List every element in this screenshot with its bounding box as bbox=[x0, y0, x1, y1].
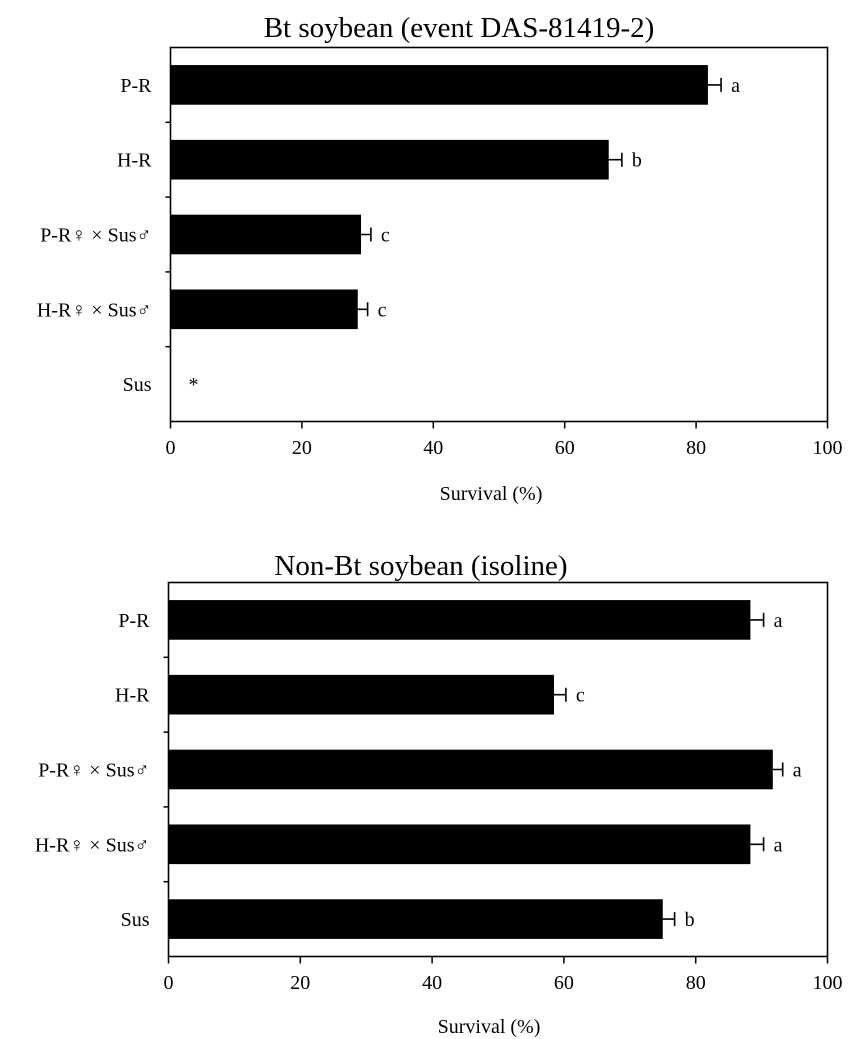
chart-title: Bt soybean (event DAS-81419-2) bbox=[264, 12, 655, 44]
significance-letter: c bbox=[576, 685, 585, 707]
significance-letter: * bbox=[189, 374, 199, 396]
bar bbox=[168, 749, 773, 790]
error-bar bbox=[554, 687, 567, 702]
bar bbox=[168, 899, 663, 939]
x-axis-label: Survival (%) bbox=[438, 1016, 541, 1038]
significance-letter: a bbox=[774, 610, 783, 632]
bar bbox=[170, 65, 708, 105]
chart-marks: 0 20 40 60 80 100 P-R a H-R c P-R♀ × Sus♂ a H-R♀ × S… bbox=[35, 600, 843, 994]
x-tick-label: 20 bbox=[290, 972, 310, 994]
significance-letter: a bbox=[731, 75, 740, 97]
y-tick-label: H-R bbox=[115, 685, 150, 707]
chart-title: Non-Bt soybean (isoline) bbox=[274, 550, 567, 582]
bar bbox=[170, 139, 609, 180]
error-bar bbox=[361, 227, 372, 242]
y-tick-label: H-R♀ × Sus♂ bbox=[35, 834, 150, 856]
significance-letter: b bbox=[632, 150, 642, 172]
bar bbox=[168, 824, 751, 865]
x-tick-label: 60 bbox=[555, 437, 575, 459]
chart-panel-bt: Bt soybean (event DAS-81419-2) 0 20 40 60 80… bbox=[37, 12, 843, 505]
y-tick-label: P-R bbox=[120, 75, 152, 97]
bar bbox=[168, 674, 555, 715]
y-tick-label: P-R♀ × Sus♂ bbox=[40, 225, 151, 247]
y-tick-label: Sus bbox=[121, 909, 150, 931]
y-tick-label: H-R bbox=[117, 150, 152, 172]
error-bar bbox=[608, 152, 623, 167]
y-tick-label: H-R♀ × Sus♂ bbox=[37, 299, 152, 321]
x-tick-label: 0 bbox=[164, 972, 174, 994]
significance-letter: c bbox=[378, 299, 387, 321]
x-tick-label: 80 bbox=[686, 437, 706, 459]
x-tick-label: 40 bbox=[422, 972, 442, 994]
x-axis-label: Survival (%) bbox=[440, 483, 543, 505]
error-bar bbox=[707, 77, 722, 92]
chart-panel-non-bt: Non-Bt soybean (isoline) 0 20 40 60 80 100 P-R… bbox=[35, 550, 843, 1038]
x-tick-label: 80 bbox=[686, 972, 706, 994]
bar bbox=[168, 600, 751, 640]
chart-marks: 0 20 40 60 80 100 P-R a H-R b P-R♀ × Sus♂ c H-R♀ × S… bbox=[37, 65, 843, 459]
x-tick-label: 100 bbox=[813, 437, 843, 459]
x-tick-label: 40 bbox=[423, 437, 443, 459]
x-tick-label: 0 bbox=[166, 437, 176, 459]
x-tick-label: 60 bbox=[554, 972, 574, 994]
error-bar bbox=[772, 762, 784, 777]
y-tick-label: Sus bbox=[123, 374, 152, 396]
bar bbox=[170, 214, 362, 255]
x-tick-label: 20 bbox=[292, 437, 312, 459]
x-tick-label: 100 bbox=[813, 972, 843, 994]
y-tick-label: P-R bbox=[118, 610, 150, 632]
significance-letter: b bbox=[685, 909, 695, 931]
error-bar bbox=[662, 912, 676, 927]
significance-letter: a bbox=[774, 834, 783, 856]
significance-letter: c bbox=[381, 225, 390, 247]
significance-letter: a bbox=[793, 760, 802, 782]
error-bar bbox=[357, 302, 369, 317]
y-tick-label: P-R♀ × Sus♂ bbox=[38, 760, 149, 782]
error-bar bbox=[750, 612, 765, 627]
bar bbox=[170, 289, 358, 330]
error-bar bbox=[750, 837, 765, 852]
